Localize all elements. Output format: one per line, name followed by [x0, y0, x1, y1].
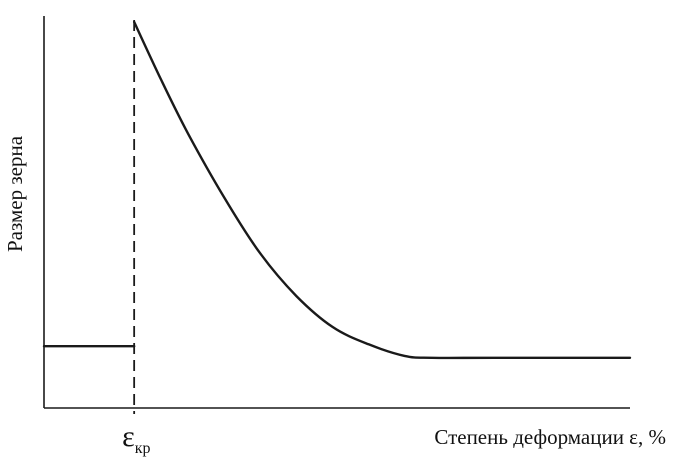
- critical-symbol: ε: [122, 420, 135, 453]
- critical-deformation-label: εкр: [122, 420, 150, 457]
- series-line-above-critical: [133, 20, 632, 360]
- y-axis-label: Размер зерна: [3, 135, 27, 252]
- x-axis-label: Степень деформации ε, %: [434, 425, 666, 449]
- critical-subscript: кр: [135, 440, 151, 457]
- series-layer: [42, 20, 632, 360]
